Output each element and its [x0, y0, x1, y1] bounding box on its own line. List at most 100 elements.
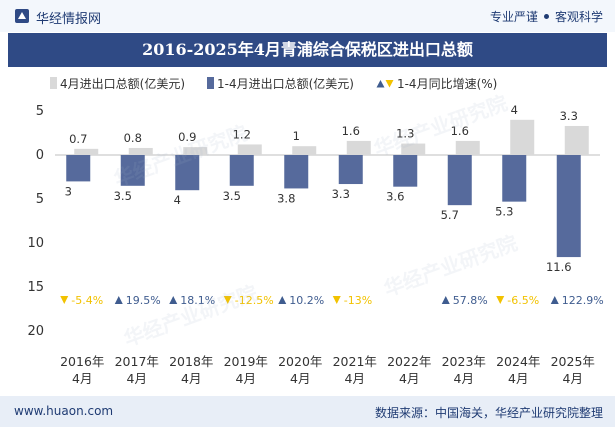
- legend-label-growth: 1-4月同比增速(%): [396, 76, 498, 91]
- bar-april-export: [183, 147, 208, 155]
- bar-ytd-export: [229, 155, 254, 186]
- x-tick-label-month: 4月: [563, 371, 583, 386]
- bar-ytd-export: [556, 155, 581, 258]
- bar-ytd-export: [284, 155, 309, 189]
- bar-april-export: [564, 125, 589, 155]
- growth-down-triangle-icon: [223, 296, 232, 304]
- data-label-april: 1.3: [396, 127, 414, 141]
- data-label-april: 3.3: [560, 109, 578, 123]
- data-label-ytd: 3.3: [332, 187, 350, 201]
- growth-down-triangle-icon: [496, 296, 505, 304]
- data-label-april: 1: [293, 129, 300, 143]
- data-label-april: 1.2: [233, 127, 251, 141]
- title-bar: 2016-2025年4月青浦综合保税区进出口总额: [8, 33, 607, 67]
- x-tick-label-year: 2018年: [169, 354, 213, 369]
- bar-ytd-export: [66, 155, 91, 182]
- slogan: 专业严谨 客观科学: [490, 8, 603, 25]
- growth-up-triangle-icon: [278, 296, 287, 304]
- bar-ytd-export: [120, 155, 145, 186]
- x-tick-label-month: 4月: [345, 371, 365, 386]
- data-label-april: 0.8: [124, 131, 142, 145]
- chart-plot: 5 0 5 10 15 20 0.7 3 -5.4% 2016年 4月 0.8 3.5 19.5% 2017…: [27, 103, 604, 386]
- x-tick-label-year: 2025年: [551, 354, 595, 369]
- growth-label: 122.9%: [562, 294, 604, 307]
- growth-down-triangle-icon: [332, 296, 341, 304]
- bar-ytd-export: [393, 155, 418, 187]
- growth-label: 57.8%: [453, 294, 488, 307]
- footer-url: www.huaon.com: [14, 404, 114, 418]
- legend-item-ytd-export: 1-4月进出口总额(亿美元): [207, 75, 354, 92]
- bar-april-export: [237, 144, 262, 155]
- brand-name: 华经情报网: [36, 12, 102, 27]
- bar-ytd-export: [447, 155, 472, 206]
- bar-april-export: [292, 146, 317, 155]
- footer-source: 数据来源：中国海关，华经产业研究院整理: [374, 406, 603, 420]
- x-tick-label-month: 4月: [508, 371, 528, 386]
- y-tick-label: 5: [36, 104, 44, 119]
- x-tick-label-month: 4月: [236, 371, 256, 386]
- growth-label: -12.5%: [235, 294, 274, 307]
- bar-april-export: [128, 147, 153, 155]
- growth-label: 18.1%: [180, 294, 215, 307]
- bar-april-export: [346, 140, 371, 155]
- chart-title: 2016-2025年4月青浦综合保税区进出口总额: [142, 40, 473, 59]
- data-label-ytd: 4: [174, 193, 181, 207]
- x-tick-label-year: 2016年: [60, 354, 104, 369]
- bar-april-export: [74, 148, 99, 155]
- x-tick-label-year: 2022年: [387, 354, 431, 369]
- growth-label: -5.4%: [71, 294, 103, 307]
- bar-ytd-export: [338, 155, 363, 185]
- growth-up-triangle-icon: [441, 296, 450, 304]
- legend-swatch-april: [50, 77, 57, 89]
- bar-ytd-export: [502, 155, 527, 202]
- growth-label: -6.5%: [507, 294, 539, 307]
- legend-swatch-ytd: [207, 77, 214, 89]
- bar-april-export: [401, 143, 426, 155]
- slogan-left: 专业严谨: [489, 10, 538, 24]
- x-tick-label-month: 4月: [127, 371, 147, 386]
- legend-item-growth: 1-4月同比增速(%): [376, 75, 497, 92]
- data-label-ytd: 3.5: [223, 189, 241, 203]
- x-tick-label-year: 2024年: [496, 354, 540, 369]
- bar-april-export: [510, 119, 535, 155]
- slogan-separator-dot: [543, 14, 549, 19]
- data-label-ytd: 11.6: [546, 260, 572, 274]
- x-tick-label-month: 4月: [290, 371, 310, 386]
- x-tick-label-year: 2023年: [442, 354, 486, 369]
- data-label-ytd: 3.6: [386, 190, 404, 204]
- data-label-ytd: 3: [65, 184, 72, 198]
- x-tick-label-month: 4月: [72, 371, 92, 386]
- legend-item-april-export: 4月进出口总额(亿美元): [50, 75, 185, 92]
- growth-up-triangle-icon: [169, 296, 178, 304]
- growth-up-triangle-icon: [550, 296, 559, 304]
- y-tick-label: 15: [27, 280, 44, 295]
- legend-triangles-icon: [376, 79, 394, 88]
- slogan-right: 客观科学: [554, 10, 603, 24]
- data-label-april: 0.9: [178, 130, 196, 144]
- x-tick-label-month: 4月: [399, 371, 419, 386]
- x-tick-label-year: 2021年: [333, 354, 377, 369]
- legend-label-ytd: 1-4月进出口总额(亿美元): [217, 76, 354, 91]
- data-label-april: 1.6: [451, 124, 469, 138]
- growth-up-triangle-icon: [114, 296, 123, 304]
- data-label-ytd: 5.7: [441, 208, 459, 222]
- chart-legend: 4月进出口总额(亿美元) 1-4月进出口总额(亿美元) 1-4月同比增速(%): [50, 74, 519, 92]
- y-tick-label: 5: [36, 192, 44, 207]
- data-label-ytd: 3.5: [114, 189, 132, 203]
- x-tick-label-month: 4月: [454, 371, 474, 386]
- data-label-april: 1.6: [342, 124, 360, 138]
- x-tick-label-year: 2019年: [224, 354, 268, 369]
- growth-label: -13%: [344, 294, 372, 307]
- footer-bar: www.huaon.com 数据来源：中国海关，华经产业研究院整理: [0, 396, 615, 427]
- data-label-april: 0.7: [69, 132, 87, 146]
- data-label-ytd: 5.3: [495, 205, 513, 219]
- x-tick-label-month: 4月: [181, 371, 201, 386]
- y-tick-label: 10: [27, 236, 44, 251]
- y-tick-label: 0: [36, 148, 44, 163]
- top-bar: 华经情报网 专业严谨 客观科学: [0, 0, 615, 32]
- x-tick-label-year: 2020年: [278, 354, 322, 369]
- brand-logo-icon: [15, 9, 29, 23]
- growth-down-triangle-icon: [60, 296, 69, 304]
- bar-ytd-export: [175, 155, 200, 191]
- x-tick-label-year: 2017年: [115, 354, 159, 369]
